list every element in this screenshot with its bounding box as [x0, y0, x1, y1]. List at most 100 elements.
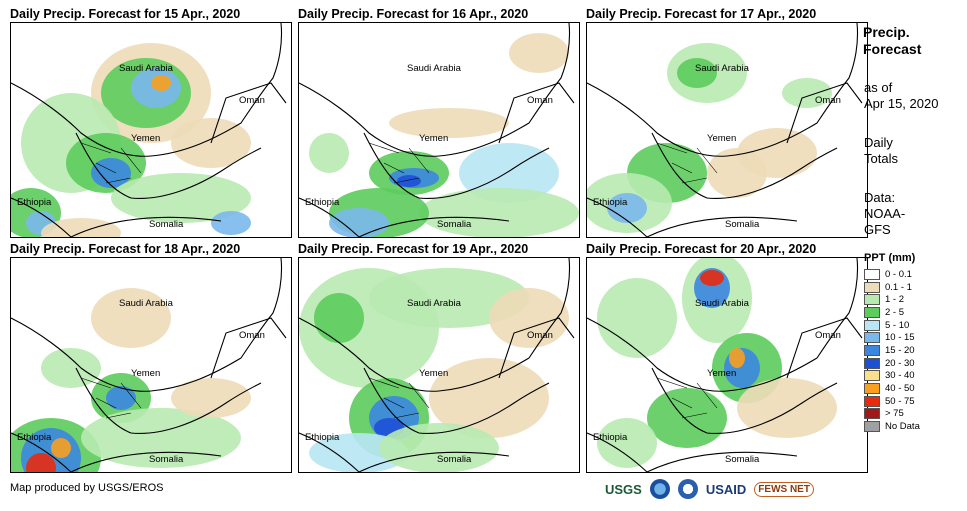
data-source-line: Data:	[864, 190, 896, 205]
label-ethiopia: Ethiopia	[593, 432, 628, 443]
legend-label: 10 - 15	[885, 332, 915, 344]
label-saudi-arabia: Saudi Arabia	[407, 298, 462, 309]
label-oman: Oman	[815, 330, 841, 341]
legend-label: 50 - 75	[885, 395, 915, 407]
label-somalia: Somalia	[149, 219, 184, 230]
data-source-line: GFS	[864, 222, 891, 237]
precip-field	[587, 43, 832, 233]
legend-label: 30 - 40	[885, 370, 915, 382]
label-oman: Oman	[239, 330, 265, 341]
admin-boundaries	[656, 377, 718, 419]
totals-line: Totals	[864, 151, 898, 166]
precip-map: Saudi Arabia Oman Yemen Ethiopia Somalia	[298, 257, 580, 473]
precip-area	[91, 288, 171, 348]
coastline	[587, 258, 859, 392]
data-source-text: Data: NOAA- GFS	[864, 190, 905, 238]
legend-ppt-title: PPT (mm)	[864, 252, 916, 264]
admin-boundaries	[368, 377, 430, 419]
label-oman: Oman	[239, 95, 265, 106]
logo-bar: USGS USAID FEWS NET	[605, 479, 814, 499]
precip-area	[171, 378, 251, 418]
legend-item: 1 - 2	[864, 293, 920, 306]
oman-border	[786, 82, 863, 144]
legend-swatch	[864, 294, 880, 306]
precip-area	[379, 423, 499, 472]
legend-swatch	[864, 281, 880, 293]
precip-area	[389, 108, 509, 138]
label-oman: Oman	[527, 330, 553, 341]
gulf-of-aden-coast	[358, 216, 510, 237]
legend-item: No Data	[864, 420, 920, 433]
yemen-border	[363, 367, 550, 434]
precip-area	[489, 288, 569, 348]
legend-item: 5 - 10	[864, 319, 920, 332]
legend-label: No Data	[885, 421, 920, 433]
legend-item: 30 - 40	[864, 370, 920, 383]
label-ethiopia: Ethiopia	[593, 197, 628, 208]
admin-boundaries	[80, 142, 142, 184]
legend-title-line: Forecast	[863, 41, 922, 57]
legend-swatch	[864, 395, 880, 407]
legend-item: 50 - 75	[864, 395, 920, 408]
usaid-logo: USAID	[705, 481, 747, 497]
as-of-text: as of Apr 15, 2020	[864, 80, 938, 112]
legend-item: 20 - 30	[864, 357, 920, 370]
legend-item: 2 - 5	[864, 306, 920, 319]
label-ethiopia: Ethiopia	[17, 197, 52, 208]
precip-map: Saudi Arabia Oman Yemen Ethiopia Somalia	[298, 22, 580, 238]
precip-area	[41, 348, 101, 388]
data-source-line: NOAA-	[864, 206, 906, 221]
label-yemen: Yemen	[707, 368, 736, 379]
legend-swatch	[864, 268, 880, 280]
precip-area	[51, 438, 71, 458]
precip-area	[151, 75, 171, 91]
legend-title: Precip. Forecast	[863, 24, 921, 58]
precip-area	[419, 188, 579, 237]
precip-area	[106, 386, 136, 410]
legend-label: 5 - 10	[885, 319, 910, 331]
precip-area	[309, 133, 349, 173]
admin-boundaries	[368, 142, 430, 184]
admin-boundaries	[656, 142, 718, 184]
map-credit: Map produced by USGS/EROS	[10, 482, 164, 494]
oman-border	[210, 82, 287, 144]
precip-area	[429, 358, 549, 438]
precip-area	[737, 378, 837, 438]
legend-label: 2 - 5	[885, 306, 905, 318]
label-somalia: Somalia	[725, 219, 760, 230]
oman-border	[498, 317, 575, 379]
gulf-of-aden-coast	[646, 451, 798, 472]
legend-title-line: Precip.	[863, 24, 910, 40]
precip-area	[700, 270, 724, 286]
coastline	[299, 23, 571, 157]
yemen-border	[75, 132, 262, 199]
label-saudi-arabia: Saudi Arabia	[695, 298, 750, 309]
precip-field	[11, 288, 251, 472]
label-saudi-arabia: Saudi Arabia	[119, 63, 174, 74]
precip-area	[111, 173, 251, 223]
daily-line: Daily	[864, 135, 893, 150]
horn-coast	[587, 197, 648, 237]
precip-map: Saudi Arabia Oman Yemen Ethiopia Somalia	[586, 22, 868, 238]
precip-area	[677, 58, 717, 88]
precip-area	[737, 128, 817, 178]
precip-area	[329, 208, 389, 237]
gulf-of-aden-coast	[70, 451, 222, 472]
legend-item: 10 - 15	[864, 331, 920, 344]
yemen-border	[651, 367, 838, 434]
oman-border	[786, 317, 863, 379]
label-oman: Oman	[527, 95, 553, 106]
precip-area	[509, 33, 569, 73]
as-of-line: as of	[864, 80, 893, 95]
precip-map: Saudi Arabia Oman Yemen Ethiopia Somalia	[10, 22, 292, 238]
legend-swatch	[864, 319, 880, 331]
legend-swatch	[864, 306, 880, 318]
label-yemen: Yemen	[419, 133, 448, 144]
legend-label: 20 - 30	[885, 357, 915, 369]
label-ethiopia: Ethiopia	[305, 197, 340, 208]
precip-area	[314, 293, 364, 343]
legend-item: > 75	[864, 408, 920, 421]
precip-area	[459, 143, 559, 203]
as-of-date: Apr 15, 2020	[864, 96, 939, 111]
